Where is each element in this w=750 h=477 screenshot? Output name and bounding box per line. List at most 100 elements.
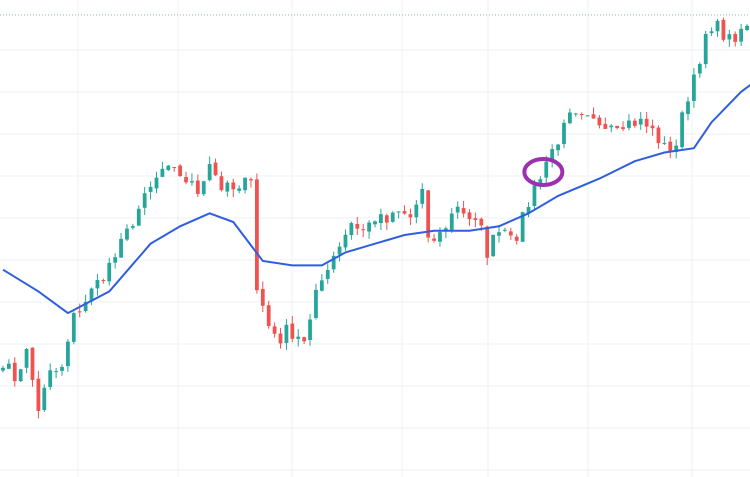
- candle: [632, 118, 637, 128]
- candle-body: [532, 185, 537, 206]
- candle-body: [148, 186, 153, 192]
- candle: [113, 253, 118, 269]
- candle-body: [485, 226, 490, 258]
- candle-body: [662, 142, 667, 144]
- candle-body: [556, 144, 560, 151]
- candle: [142, 186, 147, 215]
- candle-body: [101, 280, 106, 282]
- candle-body: [154, 177, 159, 189]
- candle: [414, 199, 419, 224]
- candle: [331, 251, 336, 273]
- candle-body: [284, 324, 289, 343]
- candle-body: [95, 279, 100, 289]
- candle: [195, 174, 200, 198]
- candle: [485, 225, 490, 266]
- candle: [172, 166, 177, 172]
- candle-body: [650, 125, 655, 129]
- candle: [550, 144, 555, 168]
- candle-body: [550, 149, 555, 162]
- candle-body: [455, 206, 460, 213]
- candle: [12, 357, 17, 387]
- candle-body: [367, 222, 371, 232]
- candle: [562, 119, 566, 149]
- candle-body: [207, 164, 212, 181]
- candle-body: [597, 117, 602, 126]
- candle: [443, 226, 448, 239]
- candle-body: [567, 112, 572, 124]
- candle: [709, 27, 714, 37]
- candle-body: [325, 270, 330, 279]
- candle: [6, 359, 11, 370]
- candle: [579, 112, 584, 120]
- candle: [609, 124, 614, 133]
- candle: [266, 300, 271, 329]
- candle: [390, 211, 395, 223]
- candle-body: [420, 188, 425, 204]
- candle-body: [83, 301, 88, 312]
- candle: [296, 329, 301, 347]
- candle-body: [113, 257, 118, 263]
- candle: [426, 190, 431, 243]
- candle-body: [396, 211, 401, 213]
- candle-body: [526, 207, 531, 214]
- candle-body: [125, 228, 129, 240]
- candle-body: [402, 211, 407, 214]
- candle: [136, 205, 141, 227]
- candle-body: [361, 229, 366, 231]
- candle-body: [290, 323, 295, 339]
- candle-body: [562, 122, 566, 145]
- candle-body: [544, 161, 549, 178]
- candle: [1, 365, 5, 373]
- candle-body: [491, 234, 495, 257]
- candle-body: [432, 238, 436, 241]
- candle-body: [384, 215, 389, 223]
- candle-body: [231, 182, 236, 190]
- candle-body: [674, 145, 679, 152]
- candle: [402, 205, 407, 215]
- candle: [361, 223, 366, 238]
- candle-body: [373, 221, 377, 225]
- candle: [680, 110, 684, 149]
- candle-body: [697, 63, 702, 74]
- candle: [249, 177, 253, 188]
- candle-body: [585, 115, 590, 117]
- candle: [71, 311, 76, 345]
- candle-body: [414, 204, 419, 218]
- candle-body: [314, 289, 318, 318]
- candle-body: [272, 326, 277, 334]
- candle-body: [668, 141, 673, 152]
- candle-body: [142, 193, 147, 208]
- candle: [432, 233, 436, 243]
- candle-body: [160, 168, 165, 177]
- candle-body: [591, 114, 596, 119]
- candle: [178, 164, 183, 178]
- candle: [420, 183, 425, 209]
- candle: [491, 234, 495, 257]
- candle-body: [703, 33, 708, 65]
- candle: [243, 177, 247, 194]
- candle: [508, 227, 513, 240]
- candle-body: [461, 208, 466, 214]
- candles: [1, 17, 749, 419]
- candle: [66, 338, 70, 372]
- candle-body: [715, 20, 720, 32]
- candle: [201, 180, 206, 197]
- candle: [260, 281, 265, 313]
- candle-body: [225, 182, 230, 192]
- candle-body: [692, 74, 696, 101]
- candle-body: [379, 214, 383, 224]
- candle: [255, 173, 259, 294]
- candle-body: [686, 101, 690, 114]
- annotation-circle: [522, 157, 565, 187]
- candle-body: [1, 367, 5, 371]
- candle-body: [266, 305, 271, 327]
- candle: [591, 107, 596, 119]
- candle-body: [255, 179, 259, 291]
- candle: [556, 144, 560, 156]
- candle-body: [449, 213, 454, 230]
- candle: [733, 31, 738, 47]
- candle-body: [656, 127, 661, 144]
- candle: [89, 287, 94, 306]
- candle-body: [24, 348, 29, 368]
